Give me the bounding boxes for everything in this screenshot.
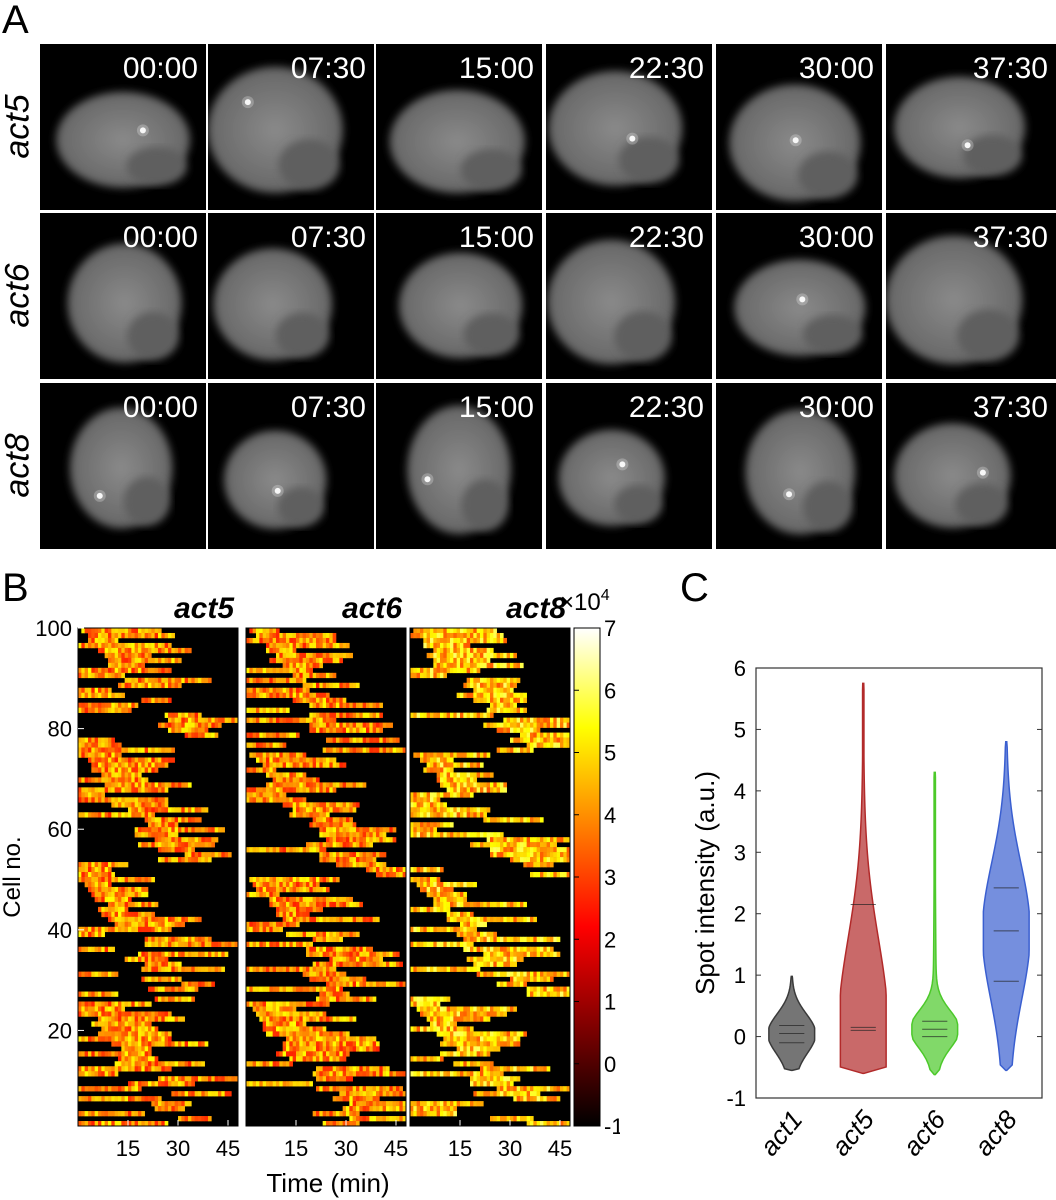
violin-y-tick-label: 4 — [734, 779, 746, 804]
violin-category-label: act1 — [754, 1105, 809, 1162]
micrograph-tile: 22:30 — [546, 44, 712, 210]
micrograph-tile: 07:30 — [208, 44, 374, 210]
timestamp-label: 00:00 — [122, 221, 198, 254]
micrograph-tile: 37:30 — [886, 213, 1056, 379]
micrograph-tile: 22:30 — [546, 213, 712, 379]
colorbar-tick-label: 5 — [604, 741, 616, 766]
micrograph-tile: 30:00 — [716, 44, 882, 210]
violin-act5 — [839, 682, 887, 1075]
x-tick-label: 30 — [334, 1136, 358, 1161]
colorbar-tick-label: 3 — [604, 865, 616, 890]
colorbar-tick-label: 2 — [604, 927, 616, 952]
micrograph-tile: 30:00 — [716, 213, 882, 379]
timestamp-label: 15:00 — [458, 391, 534, 424]
timestamp-label: 37:30 — [972, 221, 1048, 254]
row-label-act5: act5 — [0, 94, 37, 159]
timestamp-label: 30:00 — [798, 391, 874, 424]
micrograph-tile: 00:00 — [40, 213, 206, 379]
micrograph-tile: 15:00 — [376, 44, 542, 210]
heatmap-title-act8: act8 — [506, 592, 566, 625]
violin-category-label: act5 — [825, 1104, 880, 1161]
heatmap-act5 — [78, 628, 239, 1127]
heatmap-act6 — [246, 628, 407, 1127]
micrograph-tile: 00:00 — [40, 383, 206, 549]
timestamp-label: 00:00 — [122, 391, 198, 424]
panel-b-label: B — [2, 566, 29, 610]
timestamp-label: 37:30 — [972, 391, 1048, 424]
colorbar-tick-label: -1 — [604, 1114, 620, 1139]
colorbar-tick-label: 1 — [604, 990, 616, 1015]
violin-category-label: act6 — [897, 1104, 952, 1161]
x-tick-label: 30 — [166, 1136, 190, 1161]
colorbar-tick-label: 6 — [604, 678, 616, 703]
timestamp-label: 07:30 — [290, 391, 366, 424]
heatmap-title-act6: act6 — [342, 592, 402, 625]
violin-y-tick-label: 3 — [734, 840, 746, 865]
violin-y-tick-label: 2 — [734, 902, 746, 927]
timestamp-label: 22:30 — [628, 391, 704, 424]
y-tick-label: 60 — [48, 817, 72, 842]
y-tick-label: 40 — [48, 918, 72, 943]
violin-category-label: act8 — [968, 1104, 1023, 1161]
x-tick-label: 15 — [284, 1136, 308, 1161]
x-tick-label: 30 — [498, 1136, 522, 1161]
colorbar-tick-label: 0 — [604, 1052, 616, 1077]
micrograph-tile: 15:00 — [376, 213, 542, 379]
heatmap-act8 — [410, 628, 571, 1127]
colorbar-multiplier: ×104 — [560, 587, 610, 616]
timestamp-label: 15:00 — [458, 52, 534, 85]
timestamp-label: 07:30 — [290, 52, 366, 85]
colorbar-tick-label: 4 — [604, 803, 616, 828]
micrograph-tile: 07:30 — [208, 383, 374, 549]
micrograph-tile: 37:30 — [886, 44, 1056, 210]
row-label-act8: act8 — [0, 433, 37, 498]
panel-c-label: C — [680, 566, 709, 610]
x-tick-label: 15 — [448, 1136, 472, 1161]
micrograph-tile: 37:30 — [886, 383, 1056, 549]
heatmap-y-axis-label: Cell no. — [0, 836, 26, 917]
violin-y-tick-label: 5 — [734, 717, 746, 742]
timestamp-label: 30:00 — [798, 52, 874, 85]
heatmap-x-axis-label: Time (min) — [266, 1168, 389, 1198]
heatmap-title-act5: act5 — [174, 592, 235, 625]
x-tick-label: 45 — [216, 1136, 240, 1161]
violin-act1 — [768, 975, 816, 1072]
timestamp-label: 22:30 — [628, 52, 704, 85]
micrograph-tile: 22:30 — [546, 383, 712, 549]
violin-y-tick-label: 6 — [734, 656, 746, 681]
timestamp-label: 00:00 — [122, 52, 198, 85]
violin-y-tick-label: 0 — [734, 1025, 746, 1050]
violin-figure: -1 0 1 2 3 4 5 6 Spot intensity (a.u.) act1 act5 ac… — [690, 656, 1043, 1162]
x-tick-label: 45 — [384, 1136, 408, 1161]
panel-a-label: A — [2, 0, 29, 42]
timestamp-label: 07:30 — [290, 221, 366, 254]
y-tick-label: 100 — [35, 616, 72, 641]
micrograph-tile: 30:00 — [716, 383, 882, 549]
timestamp-label: 22:30 — [628, 221, 704, 254]
violin-y-tick-label: 1 — [734, 963, 746, 988]
violin-y-axis-label: Spot intensity (a.u.) — [690, 771, 720, 995]
x-tick-label: 45 — [548, 1136, 572, 1161]
y-tick-label: 80 — [48, 717, 72, 742]
timestamp-label: 37:30 — [972, 52, 1048, 85]
micrograph-tile: 15:00 — [376, 383, 542, 549]
violin-y-tick-label: -1 — [726, 1086, 746, 1111]
y-tick-label: 20 — [48, 1018, 72, 1043]
micrograph-tile: 07:30 — [208, 213, 374, 379]
colorbar-tick-label: 7 — [604, 616, 616, 641]
row-label-act6: act6 — [0, 263, 37, 328]
micrograph-tile: 00:00 — [40, 44, 206, 210]
timestamp-label: 15:00 — [458, 221, 534, 254]
timestamp-label: 30:00 — [798, 221, 874, 254]
violin-act6 — [911, 771, 959, 1076]
x-tick-label: 15 — [116, 1136, 140, 1161]
violin-act8 — [982, 740, 1030, 1072]
